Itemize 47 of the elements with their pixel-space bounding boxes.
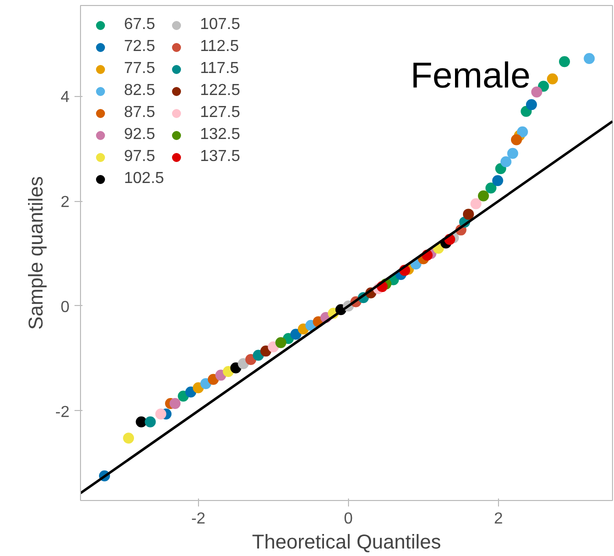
x-axis-title: Theoretical Quantiles bbox=[252, 532, 441, 554]
point bbox=[136, 416, 147, 428]
point bbox=[123, 432, 134, 444]
legend-label: 67.5 bbox=[124, 16, 156, 34]
point bbox=[516, 126, 528, 138]
point bbox=[155, 408, 166, 420]
point bbox=[290, 328, 302, 340]
y-axis-title: Sample quantiles bbox=[25, 176, 48, 330]
legend-label: 77.5 bbox=[124, 60, 156, 78]
legend-label: 127.5 bbox=[200, 104, 240, 122]
legend-label: 82.5 bbox=[124, 82, 156, 100]
legend-label: 122.5 bbox=[200, 82, 240, 100]
point bbox=[526, 99, 537, 110]
point bbox=[500, 156, 512, 168]
y-tick-label: 0 bbox=[60, 298, 70, 316]
y-tick-label: -2 bbox=[55, 404, 70, 421]
point bbox=[531, 86, 542, 98]
legend-label: 112.5 bbox=[200, 38, 239, 56]
point bbox=[485, 182, 496, 194]
legend-label: 117.5 bbox=[200, 60, 239, 78]
x-tick-label: 0 bbox=[344, 510, 353, 528]
point bbox=[144, 416, 156, 428]
x-tick-label: -2 bbox=[191, 510, 206, 528]
legend-label: 97.5 bbox=[124, 148, 156, 166]
point bbox=[478, 190, 489, 202]
legend-label: 137.5 bbox=[200, 148, 240, 166]
point bbox=[584, 52, 595, 64]
point bbox=[507, 148, 518, 159]
legend-label: 107.5 bbox=[200, 16, 240, 34]
point bbox=[275, 337, 286, 348]
legend-label: 132.5 bbox=[200, 126, 240, 144]
x-tick-label: 2 bbox=[494, 510, 503, 528]
point bbox=[546, 73, 558, 84]
point bbox=[558, 56, 570, 68]
point bbox=[492, 175, 504, 186]
text: Female bbox=[410, 54, 531, 96]
legend-label: 92.5 bbox=[124, 126, 156, 144]
legend-label: 87.5 bbox=[124, 104, 156, 122]
point bbox=[510, 134, 522, 146]
point bbox=[462, 208, 474, 220]
y-tick-label: 2 bbox=[60, 194, 70, 212]
legend-label: 72.5 bbox=[124, 38, 156, 56]
point bbox=[538, 80, 549, 92]
legend-label: 102.5 bbox=[124, 170, 164, 188]
point bbox=[470, 198, 482, 210]
point bbox=[170, 398, 181, 409]
y-tick-label: 4 bbox=[60, 89, 70, 106]
